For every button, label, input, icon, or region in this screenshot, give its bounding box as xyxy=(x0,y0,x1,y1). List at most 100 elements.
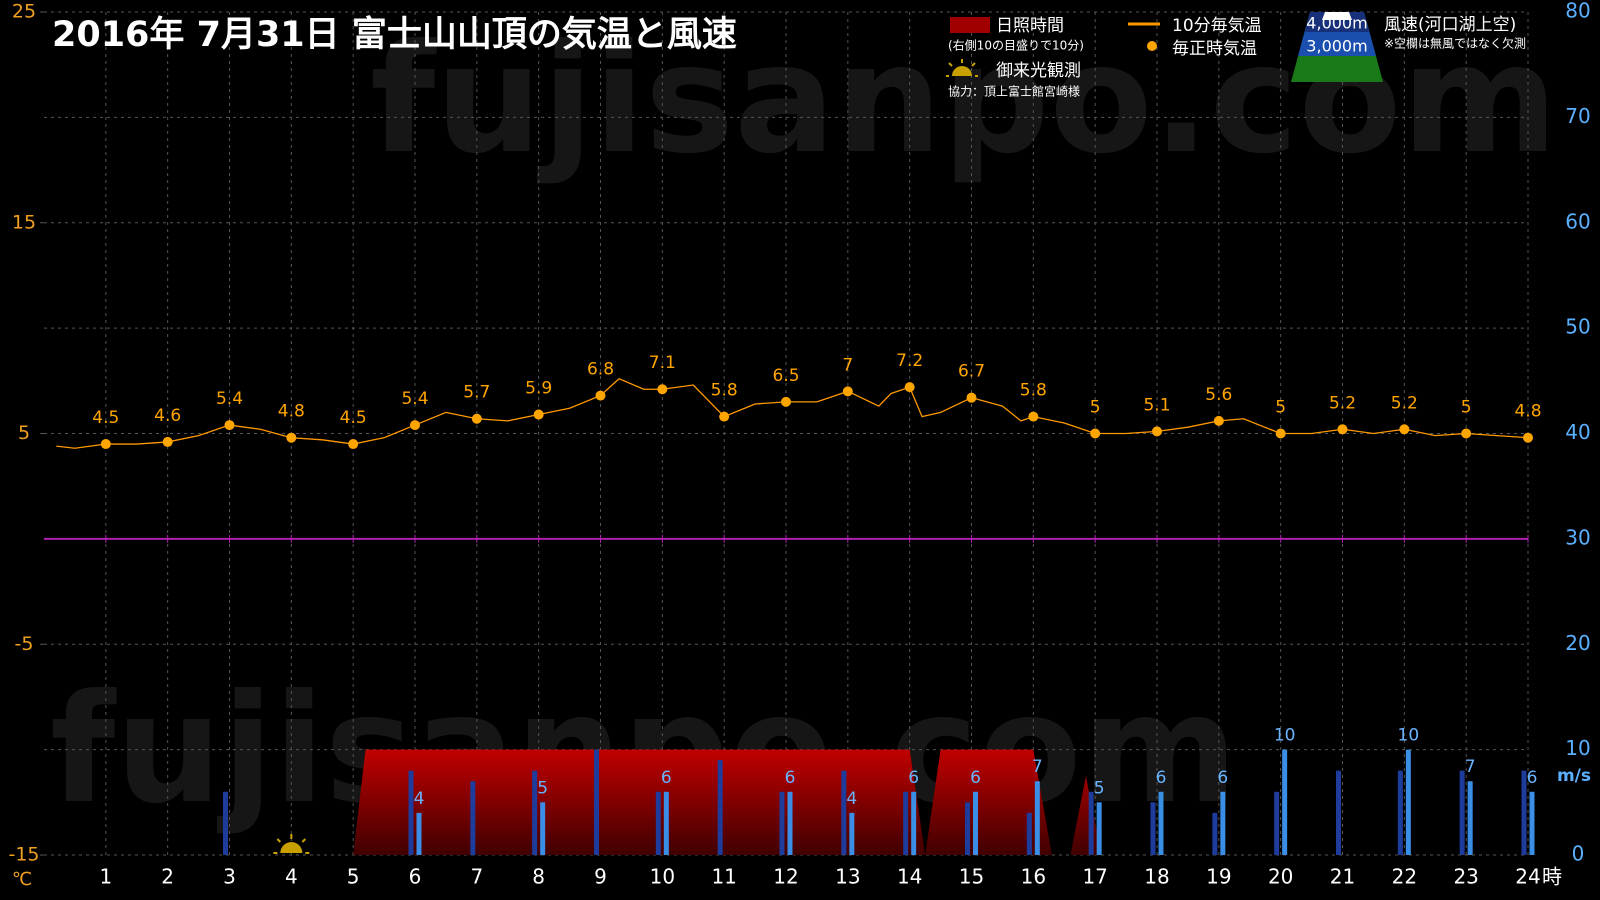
wind-bar xyxy=(973,791,978,855)
data-label: 4.6 xyxy=(154,406,181,426)
legend-note: ※空欄は無風ではなく欠測 xyxy=(1384,36,1526,51)
wind-bar xyxy=(717,760,723,855)
x-tick-label: 21 xyxy=(1330,865,1355,889)
wind-bar xyxy=(594,749,599,855)
wind-bar xyxy=(223,791,228,855)
data-label: 7 xyxy=(1465,757,1476,777)
data-label: 5.4 xyxy=(216,389,243,409)
y2-tick-label: 20 xyxy=(1565,631,1590,655)
y2-tick-label: 50 xyxy=(1565,315,1590,339)
wind-bar xyxy=(1467,781,1473,855)
y2-tick-label: 70 xyxy=(1565,104,1590,128)
temperature-dot xyxy=(286,432,297,443)
wind-bar xyxy=(1459,770,1465,855)
x-tick-label: 3 xyxy=(223,865,236,889)
temperature-dot xyxy=(224,420,235,431)
wind-bar xyxy=(849,812,855,855)
temperature-dot xyxy=(1213,415,1224,426)
temperature-dot xyxy=(100,439,111,450)
chart-title: 2016年 7月31日 富士山山頂の気温と風速 xyxy=(52,14,737,55)
temperature-dot xyxy=(719,411,730,422)
legend: 日照時間 (右側10の目盛りで10分) 10分毎気温 毎正時気温 御来光観測 協… xyxy=(946,12,1526,99)
wind-bar xyxy=(1026,812,1032,855)
data-label: 5 xyxy=(1094,778,1105,798)
temperature-dot xyxy=(1523,432,1533,443)
wind-bar xyxy=(1088,791,1094,855)
x-tick-label: 18 xyxy=(1144,865,1169,889)
wind-bar xyxy=(540,802,546,855)
wind-bar xyxy=(408,770,414,855)
data-label: 5.8 xyxy=(711,381,738,401)
data-label: 5.6 xyxy=(1205,385,1232,405)
data-label: 6.7 xyxy=(958,362,985,382)
temperature-dot xyxy=(1461,428,1472,439)
y2-tick-label: 10 xyxy=(1565,736,1590,760)
legend-swatch xyxy=(950,17,990,33)
x-tick-label: 19 xyxy=(1206,865,1231,889)
x-tick-label: 23 xyxy=(1453,865,1478,889)
credit: 協力：頂上富士館宮崎様 xyxy=(948,84,1080,99)
temperature-dot xyxy=(162,436,173,447)
temperature-dot xyxy=(471,413,482,424)
temperature-dot xyxy=(781,396,791,407)
x-tick-label: 17 xyxy=(1082,865,1107,889)
data-label: 5.1 xyxy=(1143,395,1170,415)
data-label: 7 xyxy=(842,355,853,375)
data-label: 6 xyxy=(908,768,919,788)
data-label: 6 xyxy=(785,768,796,788)
legend-title: 風速(河口湖上空) xyxy=(1384,15,1516,35)
x-tick-label: 13 xyxy=(835,865,860,889)
data-label: 6 xyxy=(661,768,672,788)
y-unit: ℃ xyxy=(12,869,32,890)
data-label: 4 xyxy=(846,789,857,809)
y2-tick-label: 60 xyxy=(1565,209,1590,233)
legend-label: 3,000m xyxy=(1306,37,1367,56)
legend-label: 4,000m xyxy=(1306,14,1367,33)
data-label: 5.2 xyxy=(1329,393,1356,413)
temperature-dot xyxy=(410,420,420,431)
x-unit: 時 xyxy=(1542,865,1562,889)
temperature-dot xyxy=(966,392,977,403)
data-label: 10 xyxy=(1398,726,1420,746)
goraiko-icon xyxy=(273,834,310,854)
temperature-dot xyxy=(1399,424,1410,435)
wind-bar xyxy=(1150,802,1156,855)
x-tick-label: 24 xyxy=(1515,865,1540,889)
temperature-dot xyxy=(1275,428,1286,439)
wind-bar xyxy=(1158,791,1164,855)
sunshine-area xyxy=(353,749,1102,855)
legend-note: (右側10の目盛りで10分) xyxy=(948,38,1084,53)
y-tick-label: -5 xyxy=(15,633,34,655)
data-label: 5.7 xyxy=(463,383,490,403)
wind-bar xyxy=(663,791,669,855)
data-label: 4 xyxy=(414,789,425,809)
wind-bar xyxy=(655,791,661,855)
data-label: 6.8 xyxy=(587,360,614,380)
data-label: 7 xyxy=(1032,757,1043,777)
temperature-dot xyxy=(842,386,853,397)
wind-bar xyxy=(965,802,970,855)
y-tick-label: 15 xyxy=(12,211,36,233)
legend-label: 10分毎気温 xyxy=(1172,16,1262,36)
data-label: 7.1 xyxy=(649,353,676,373)
legend-label: 日照時間 xyxy=(996,16,1064,36)
x-tick-label: 14 xyxy=(897,865,922,889)
data-label: 4.8 xyxy=(278,402,305,422)
data-label: 10 xyxy=(1274,726,1296,746)
x-tick-label: 1 xyxy=(99,865,112,889)
wind-bar xyxy=(1034,781,1040,855)
x-tick-label: 9 xyxy=(594,865,607,889)
legend-swatch xyxy=(1147,41,1157,51)
wind-bar xyxy=(779,791,785,855)
temperature-dot xyxy=(1337,424,1348,435)
wind-bar xyxy=(1274,791,1280,855)
temperature-dot xyxy=(348,439,359,450)
temperature-dot xyxy=(533,409,544,420)
temperature-dot xyxy=(657,384,668,395)
temperature-dot xyxy=(1028,411,1039,422)
wind-bar xyxy=(1336,770,1341,855)
x-tick-label: 2 xyxy=(161,865,174,889)
wind-bar xyxy=(911,791,917,855)
data-label: 5 xyxy=(1275,398,1286,418)
